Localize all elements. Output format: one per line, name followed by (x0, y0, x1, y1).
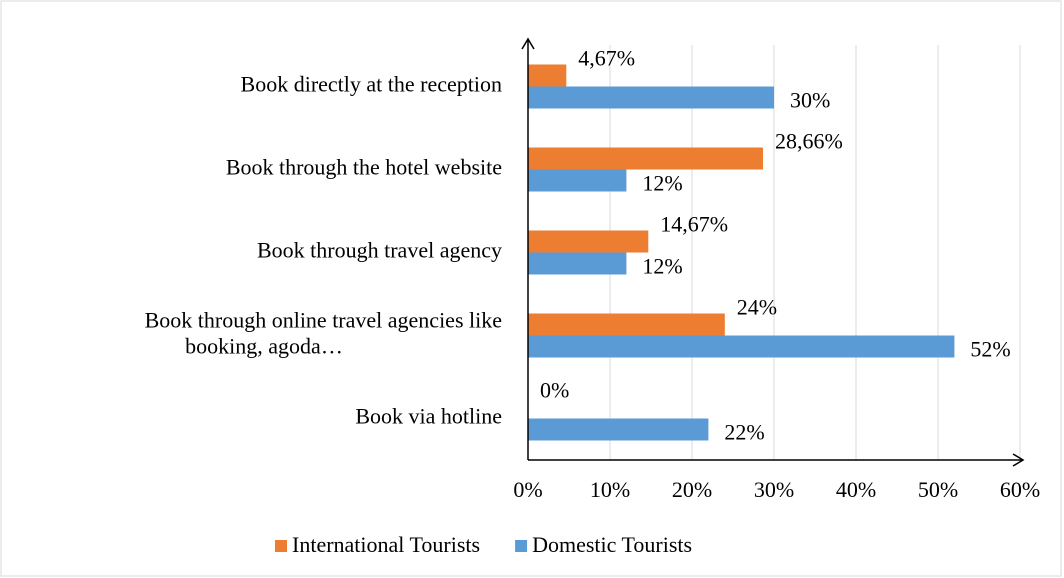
x-tick-label: 50% (918, 477, 958, 502)
x-tick-label: 40% (836, 477, 876, 502)
category-label: Book through travel agency (257, 238, 502, 263)
x-tick-label: 0% (513, 477, 542, 502)
legend-swatch (275, 540, 287, 552)
bar (528, 230, 649, 253)
value-label: 12% (642, 254, 682, 279)
bar (528, 147, 764, 170)
value-label: 22% (724, 420, 764, 445)
bar (528, 64, 567, 87)
x-tick-label: 20% (672, 477, 712, 502)
value-label: 52% (970, 337, 1010, 362)
legend-label: International Tourists (292, 532, 480, 557)
bar (528, 418, 709, 441)
value-label: 4,67% (578, 46, 635, 71)
bar (528, 169, 627, 192)
value-label: 0% (540, 378, 569, 403)
value-label: 24% (737, 295, 777, 320)
category-label: Book via hotline (355, 404, 502, 429)
category-label: Book directly at the reception (241, 72, 502, 97)
category-label: Book through the hotel website (226, 155, 502, 180)
value-label: 28,66% (775, 129, 843, 154)
value-label: 14,67% (660, 212, 728, 237)
bar (528, 335, 955, 358)
legend-swatch (515, 540, 528, 552)
x-tick-label: 10% (590, 477, 630, 502)
bar (528, 252, 627, 275)
category-label: Book through online travel agencies like… (145, 308, 502, 359)
x-tick-label: 30% (754, 477, 794, 502)
legend-label: Domestic Tourists (532, 532, 692, 557)
bar (528, 86, 774, 109)
value-label: 12% (642, 171, 682, 196)
x-tick-label: 60% (1000, 477, 1040, 502)
bar (528, 313, 725, 336)
value-label: 30% (790, 88, 830, 113)
